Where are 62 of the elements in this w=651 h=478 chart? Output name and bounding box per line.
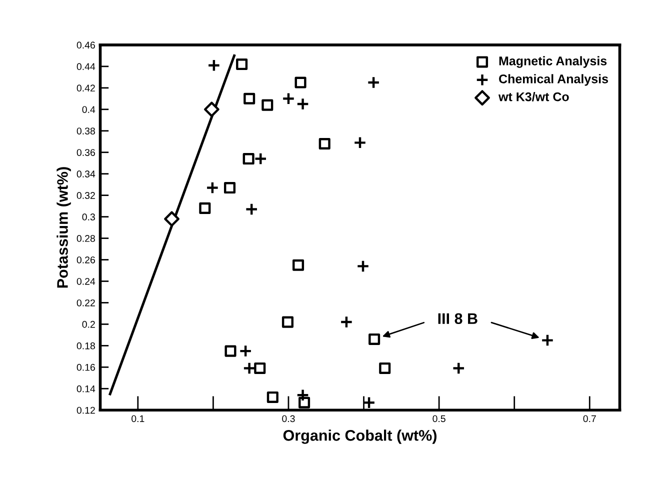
point (254, 152, 268, 166)
point (452, 362, 466, 375)
point (362, 396, 376, 410)
point (367, 76, 380, 90)
y-tick-label: 0.46 (76, 42, 95, 49)
y-tick-label: 0.28 (76, 235, 95, 242)
point (298, 396, 310, 408)
y-tick-label: 0.16 (76, 364, 95, 371)
x-tick-label: 0.5 (432, 415, 446, 422)
point (379, 362, 391, 374)
point (207, 58, 220, 72)
point (224, 182, 236, 194)
point (262, 99, 274, 111)
point (239, 344, 252, 358)
point (164, 211, 180, 227)
y-tick-label: 0.42 (76, 84, 95, 92)
legend-label: wt K3/wt Co (498, 92, 569, 102)
y-tick-label: 0.14 (76, 385, 96, 392)
point (236, 58, 248, 70)
point (294, 76, 306, 88)
point (282, 316, 294, 328)
point (224, 345, 236, 357)
y-tick-label: 0.38 (76, 128, 95, 134)
y-tick-label: 0.24 (76, 278, 96, 285)
y-tick-label: 0.22 (76, 299, 95, 306)
point (368, 333, 380, 345)
y-tick-label: 0.44 (76, 63, 96, 70)
y-axis-title: Potassium (wt%) (56, 167, 71, 288)
point (340, 316, 353, 329)
point (266, 391, 278, 404)
point (540, 334, 554, 347)
point (296, 98, 310, 110)
y-tick-label: 0.32 (76, 192, 95, 199)
point (292, 259, 304, 271)
y-tick-label: 0.18 (76, 342, 95, 350)
point (199, 202, 211, 214)
point (244, 92, 256, 104)
point (206, 181, 219, 194)
y-tick-label: 0.36 (76, 149, 95, 156)
point (318, 138, 330, 150)
point (296, 388, 310, 402)
y-tick-label: 0.12 (76, 406, 95, 414)
y-tick-label: 0.2 (82, 320, 95, 328)
x-tick-label: 0.3 (282, 415, 295, 422)
x-tick-label: 0.1 (132, 415, 144, 422)
annotation: III 8 B (438, 313, 478, 324)
point (282, 92, 295, 106)
legend-label: Chemical Analysis (499, 74, 608, 86)
point (245, 202, 258, 216)
y-tick-label: 0.4 (82, 106, 96, 113)
y-tick-label: 0.34 (76, 170, 96, 178)
point (242, 362, 256, 375)
point (356, 260, 370, 273)
point (354, 136, 366, 150)
point (242, 153, 254, 165)
x-axis-title: Organic Cobalt (wt%) (283, 430, 436, 444)
y-tick-label: 0.3 (82, 214, 95, 220)
x-tick-label: 0.7 (583, 415, 596, 422)
point (254, 362, 266, 374)
point (204, 102, 220, 118)
legend-label: Magnetic Analysis (499, 56, 607, 68)
y-tick-label: 0.26 (76, 256, 95, 264)
